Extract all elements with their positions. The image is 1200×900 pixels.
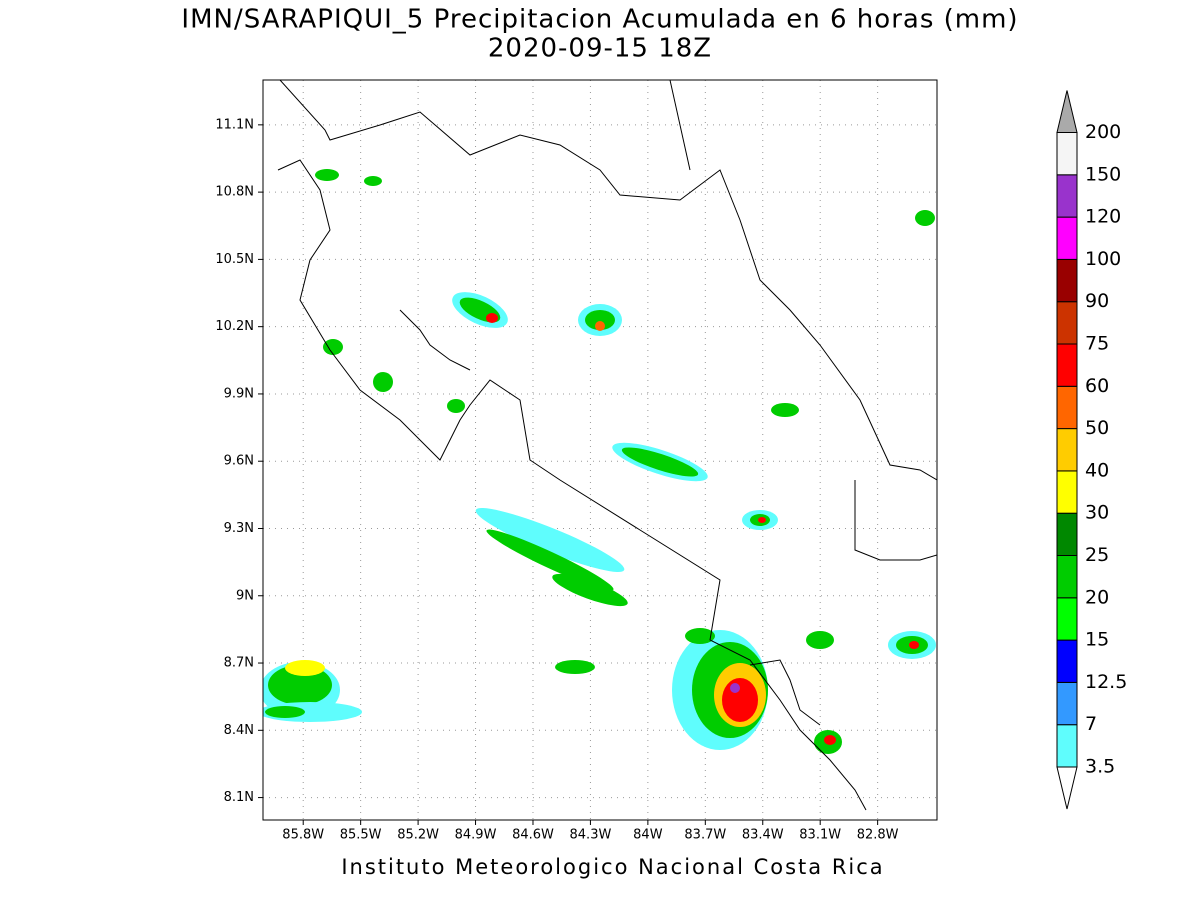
colorbar-box [1056, 428, 1078, 472]
x-tick-label: 84.3W [570, 828, 612, 843]
y-tick-label: 9N [236, 588, 254, 603]
colorbar-over [1056, 90, 1078, 133]
x-tick-label: 83.1W [799, 828, 841, 843]
colorbar-label: 20 [1085, 586, 1109, 608]
colorbar-box [1056, 639, 1078, 683]
colorbar-box [1056, 555, 1078, 599]
colorbar-label: 60 [1085, 375, 1109, 397]
colorbar-label: 75 [1085, 333, 1109, 355]
colorbar-box [1056, 470, 1078, 514]
y-tick-label: 9.3N [224, 521, 254, 536]
y-tick-label: 9.6N [224, 454, 254, 469]
x-tick-label: 84.9W [455, 828, 497, 843]
colorbar-label: 12.5 [1085, 671, 1127, 693]
x-tick-label: 83.7W [684, 828, 726, 843]
precipitation [263, 80, 937, 811]
colorbar-box [1056, 216, 1078, 260]
colorbar-label: 150 [1085, 163, 1121, 185]
colorbar-label: 3.5 [1085, 756, 1115, 778]
colorbar-under [1056, 766, 1078, 810]
colorbar-box [1056, 385, 1078, 430]
colorbar-label: 30 [1085, 502, 1109, 524]
subtitle: 2020-09-15 18Z [488, 34, 712, 64]
colorbar-label: 15 [1085, 629, 1109, 651]
colorbar-box [1056, 132, 1078, 176]
footer: Instituto Meteorologico Nacional Costa R… [341, 855, 884, 879]
colorbar-box [1056, 301, 1078, 345]
x-tick-label: 83.4W [742, 828, 784, 843]
y-tick-label: 9.9N [224, 386, 254, 401]
y-tick-label: 10.8N [215, 185, 254, 200]
colorbar-box [1056, 681, 1078, 726]
colorbar-label: 7 [1085, 713, 1097, 735]
x-tick-label: 85.5W [340, 828, 382, 843]
rain-cells [263, 169, 936, 754]
colorbar-label: 50 [1085, 417, 1109, 439]
colorbar-box [1056, 724, 1078, 768]
y-tick-label: 10.2N [215, 319, 254, 334]
x-tick-label: 84W [633, 828, 663, 843]
colorbar-box [1056, 258, 1078, 303]
x-tick-label: 85.8W [282, 828, 324, 843]
title: IMN/SARAPIQUI_5 Precipitacion Acumulada … [181, 5, 1018, 35]
grid: 85.8W 85.5W 85.2W 84.9W 84.6W 84.3W 84W 83.7W 83… [215, 80, 937, 843]
colorbar-box [1056, 174, 1078, 218]
coastline [277, 80, 937, 811]
y-tick-label: 8.1N [224, 790, 254, 805]
x-tick-label: 84.6W [512, 828, 554, 843]
colorbar-label: 120 [1085, 206, 1121, 228]
map-frame [262, 79, 938, 821]
colorbar-box [1056, 343, 1078, 387]
y-tick-label: 11.1N [215, 117, 254, 132]
y-tick-label: 8.4N [224, 723, 254, 738]
y-tick-label: 10.5N [215, 252, 254, 267]
colorbar-label: 25 [1085, 544, 1109, 566]
colorbar-box [1056, 512, 1078, 557]
x-tick-label: 85.2W [397, 828, 439, 843]
colorbar: 3.5 7 12.5 15 20 25 30 40 50 60 75 90 100 120 150 200 [1056, 90, 1127, 810]
colorbar-label: 100 [1085, 248, 1121, 270]
y-tick-label: 8.7N [224, 656, 254, 671]
colorbar-label: 90 [1085, 290, 1109, 312]
colorbar-label: 40 [1085, 459, 1109, 481]
colorbar-box [1056, 597, 1078, 641]
colorbar-label: 200 [1085, 121, 1121, 143]
x-tick-label: 82.8W [857, 828, 899, 843]
